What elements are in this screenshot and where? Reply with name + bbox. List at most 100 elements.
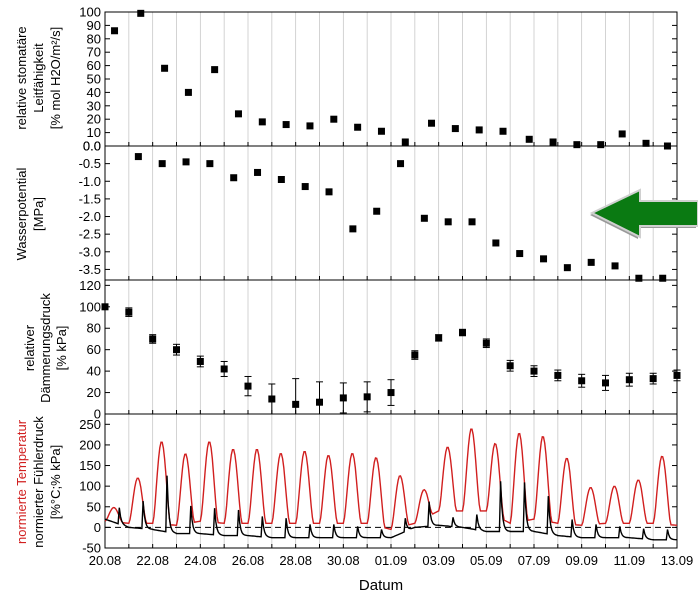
- data-point: [125, 308, 133, 316]
- data-point: [516, 250, 524, 258]
- panel3-ylabel-line2: Dämmerungsdruck: [38, 293, 53, 403]
- y-tick-label: 0.0: [83, 139, 101, 154]
- x-tick-label: 07.09: [518, 553, 551, 568]
- data-point: [625, 376, 633, 384]
- data-point: [206, 160, 214, 168]
- data-point: [468, 218, 476, 226]
- panel-4: -50 0 50 100 150 200 250 20.08 22.08 24.08 26.08 28…: [79, 413, 693, 568]
- data-point: [101, 303, 109, 311]
- data-point: [428, 119, 436, 127]
- panel3-ylabel-line1: relativer: [22, 324, 37, 371]
- y-tick-label: 100: [79, 299, 101, 314]
- data-point: [301, 183, 309, 191]
- x-tick-label: 03.09: [422, 553, 455, 568]
- data-point: [234, 110, 242, 118]
- data-point: [161, 64, 169, 72]
- y-tick-label: 80: [87, 321, 101, 336]
- data-point: [182, 158, 190, 166]
- y-tick-label: 0.0: [83, 139, 101, 154]
- data-point: [444, 218, 452, 226]
- data-point: [642, 139, 650, 147]
- data-point: [540, 255, 548, 263]
- data-point: [401, 138, 409, 146]
- data-point: [111, 27, 119, 35]
- data-point: [277, 176, 285, 183]
- panel4-ylabel-line3: [%°C;% kPa]: [48, 445, 63, 520]
- y-tick-label: 60: [87, 342, 101, 357]
- data-point: [635, 274, 643, 282]
- data-point: [137, 9, 145, 17]
- green-arrow-icon: [589, 188, 698, 239]
- data-point: [649, 375, 657, 383]
- data-point: [373, 207, 381, 215]
- x-tick-label: 22.08: [136, 553, 169, 568]
- panel1-ylabel-line2: Leitfähigkeit: [31, 43, 46, 113]
- y-tick-label: 30: [87, 98, 101, 113]
- data-point: [587, 258, 595, 266]
- data-point: [184, 88, 192, 96]
- data-point: [268, 395, 276, 403]
- y-tick-label: -1.5: [79, 191, 101, 206]
- y-tick-label: -3.5: [79, 262, 101, 277]
- data-point: [306, 122, 314, 130]
- panels: 0.0102030405060708090100-3.5-3.0-2.5-2.0…: [79, 5, 694, 569]
- data-point: [377, 127, 385, 135]
- data-point: [673, 371, 681, 379]
- panel-3: 0 20 40 60 80 100 120: [79, 278, 681, 422]
- data-point: [602, 379, 609, 387]
- y-tick-label: 150: [79, 458, 101, 473]
- data-point: [475, 126, 483, 134]
- y-tick-label: 20: [87, 385, 101, 400]
- series-line-temperature: [104, 428, 678, 531]
- panel4-ylabel-line1: normierte Temperatur: [14, 419, 29, 544]
- data-point: [316, 398, 323, 406]
- y-tick-label: 100: [79, 479, 101, 494]
- x-tick-label: 01.09: [375, 553, 408, 568]
- data-point: [134, 153, 142, 161]
- data-point: [196, 357, 204, 365]
- panel4-ylabel-line2: normierter Fühlerdruck: [31, 416, 46, 548]
- y-tick-label: -0.5: [79, 156, 101, 171]
- data-point: [597, 141, 605, 149]
- y-tick-label: 120: [79, 278, 101, 293]
- data-point: [482, 339, 490, 347]
- y-tick-label: -2.5: [79, 227, 101, 242]
- data-point: [411, 351, 419, 359]
- data-point: [387, 389, 395, 397]
- x-tick-label: 30.08: [327, 553, 360, 568]
- data-point: [659, 274, 667, 282]
- data-point: [525, 135, 533, 143]
- data-point: [282, 121, 290, 129]
- data-point: [506, 362, 514, 370]
- x-tick-label: 11.09: [614, 553, 646, 568]
- data-point: [325, 188, 333, 196]
- y-tick-label: -3.0: [79, 244, 101, 259]
- panel-2: -3.5 -3.0 -2.5 -2.0 -1.5 -1.0 -0.5 0.0: [79, 139, 678, 282]
- data-point: [363, 393, 371, 401]
- data-point: [549, 138, 557, 146]
- data-point: [258, 118, 266, 126]
- y-tick-label: 60: [87, 58, 101, 73]
- y-tick-label: 10: [87, 125, 101, 140]
- data-point: [330, 115, 338, 123]
- y-tick-label: -50: [82, 541, 101, 556]
- y-tick-label: -2.0: [79, 209, 101, 224]
- data-point: [618, 130, 626, 138]
- data-point: [292, 400, 300, 408]
- x-tick-label: 09.09: [565, 553, 598, 568]
- data-point: [354, 123, 362, 131]
- data-point: [420, 214, 428, 222]
- panel2-ylabel-line2: [MPa]: [31, 197, 46, 231]
- data-point: [573, 141, 581, 149]
- data-point: [530, 367, 538, 375]
- data-point: [578, 377, 586, 385]
- y-tick-label: 40: [87, 85, 101, 100]
- data-point: [435, 334, 443, 342]
- y-tick-label: -1.0: [79, 174, 101, 189]
- data-point: [554, 371, 562, 379]
- x-axis-title: Datum: [359, 577, 403, 594]
- panel3-ylabel-line3: [% kPa]: [54, 326, 69, 371]
- data-point: [397, 160, 405, 168]
- data-point: [563, 264, 571, 272]
